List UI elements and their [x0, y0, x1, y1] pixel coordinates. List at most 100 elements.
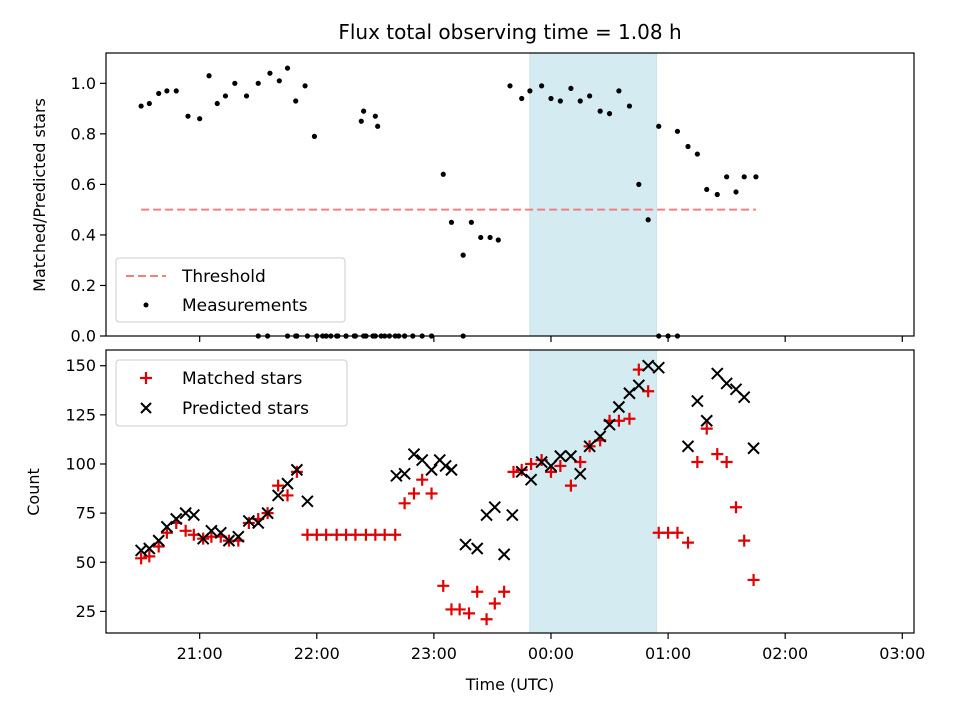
matched-star-point: [564, 479, 577, 492]
measurement-point: [478, 234, 484, 241]
measurement-point: [214, 100, 220, 107]
measurement-point: [753, 174, 759, 180]
matched-star-point: [554, 459, 567, 472]
measurement-point: [255, 80, 261, 86]
predicted-star-point: [222, 534, 236, 547]
predicted-star-point: [261, 506, 274, 520]
predicted-star-point: [700, 414, 713, 427]
predicted-star-point: [242, 514, 256, 528]
measurement-point: [173, 88, 179, 94]
measurement-point: [616, 88, 622, 94]
measurement-point: [232, 80, 238, 86]
matched-star-point: [535, 454, 548, 467]
predicted-star-point: [506, 508, 519, 522]
top-y-axis-ticks: 0.0 0.2 0.4 0.6 0.8 1.0: [71, 74, 106, 346]
measurement-point: [375, 123, 381, 129]
predicted-star-point: [720, 377, 733, 390]
matched-star-point: [574, 456, 587, 469]
matched-star-point: [179, 524, 192, 537]
matched-star-point: [642, 385, 655, 398]
bottom-plot-frame: [105, 349, 915, 634]
matched-star-point: [612, 414, 625, 427]
predicted-legend-swatch: [140, 402, 152, 414]
measurement-point: [358, 118, 364, 124]
measurements-legend-swatch: [143, 302, 149, 308]
measurement-point: [243, 93, 250, 99]
predicted-star-point: [281, 477, 294, 490]
matched-star-point: [437, 579, 450, 592]
matched-star-point: [720, 456, 733, 469]
matched-star-point: [453, 603, 466, 616]
top-y-tick-label: 0.6: [71, 175, 96, 194]
predicted-star-point: [632, 379, 646, 392]
measurement-point: [539, 83, 545, 89]
matched-star-point: [187, 528, 200, 541]
x-tick-label: 00:00: [528, 644, 574, 663]
predicted-star-point: [160, 520, 174, 534]
measurement-point: [674, 128, 681, 134]
top-y-tick-label: 0.8: [71, 124, 96, 143]
predicted-star-point: [497, 548, 511, 561]
predicted-star-point: [301, 495, 314, 508]
measurement-point: [164, 88, 170, 94]
bottom-y-tick-label: 100: [65, 454, 96, 473]
matched-star-point: [711, 448, 724, 461]
matched-star-point: [135, 552, 148, 565]
matched-star-point: [349, 528, 362, 541]
measurement-point: [302, 83, 308, 89]
measurement-point: [495, 237, 501, 243]
predicted-star-point: [747, 442, 760, 455]
chart-title: Flux total observing time = 1.08 h: [338, 20, 681, 44]
predicted-star-point: [711, 367, 724, 380]
bottom-y-axis-ticks: 25 50 75 100 125 150: [65, 356, 106, 621]
predicted-star-point: [170, 512, 183, 526]
top-highlight-span: [529, 52, 657, 337]
measurement-point: [276, 78, 282, 84]
matched-star-point: [700, 422, 713, 435]
measurement-point: [656, 123, 662, 129]
measurement-point: [557, 98, 563, 104]
bottom-legend-box: [115, 359, 348, 427]
bottom-legend: Matched stars Predicted stars: [115, 359, 348, 427]
matched-star-point: [738, 534, 751, 547]
predicted-star-point: [515, 465, 528, 479]
measurement-point: [685, 143, 691, 150]
predicted-star-point: [290, 463, 304, 477]
measurement-point: [293, 98, 299, 104]
measurement-point: [468, 219, 474, 225]
matched-star-point: [152, 540, 165, 553]
matched-star-point: [623, 412, 636, 425]
predicted-star-point: [691, 394, 704, 408]
matched-star-point: [507, 465, 520, 478]
predicted-star-point: [152, 534, 165, 547]
predicted-star-points: [134, 359, 760, 561]
matched-star-point: [425, 487, 438, 500]
measurement-point: [448, 219, 455, 225]
matched-star-point: [416, 473, 429, 486]
measurement-point: [626, 103, 633, 109]
matched-legend-label: Matched stars: [182, 369, 302, 389]
matched-star-point: [525, 457, 538, 470]
predicted-star-point: [271, 489, 285, 502]
matched-star-point: [143, 550, 156, 563]
top-y-tick-label: 1.0: [71, 74, 96, 93]
matched-star-point: [730, 501, 743, 514]
predicted-star-point: [681, 440, 695, 453]
matched-star-point: [290, 465, 303, 478]
predicted-star-point: [574, 467, 587, 481]
predicted-star-point: [407, 447, 421, 461]
measurement-point: [440, 171, 446, 177]
measurement-point: [577, 98, 583, 104]
matched-legend-swatch: [140, 372, 152, 384]
measurement-point: [568, 85, 574, 91]
measurement-point: [741, 174, 747, 180]
predicted-star-point: [554, 449, 567, 463]
predicted-star-point: [143, 542, 156, 555]
matched-star-point: [681, 536, 694, 549]
measurement-points: [138, 65, 759, 339]
measurement-point: [460, 252, 466, 258]
matched-star-point: [747, 573, 760, 586]
measurement-point: [222, 93, 229, 99]
measurement-point: [597, 108, 603, 114]
